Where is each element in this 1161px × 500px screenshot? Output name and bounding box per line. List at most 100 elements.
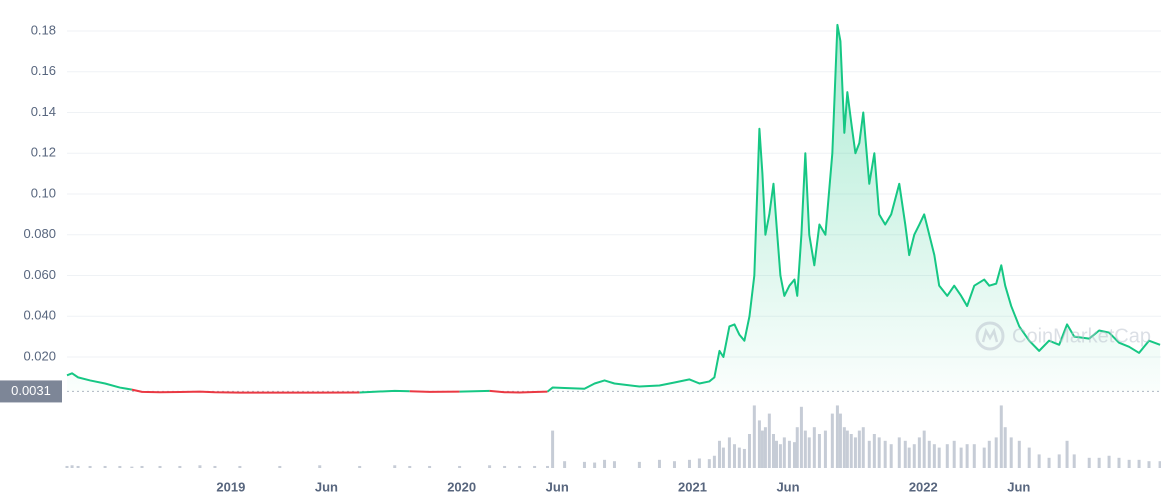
volume-bar [178, 465, 182, 468]
price-line [131, 388, 360, 394]
volume-bar [982, 447, 986, 468]
volume-bar [533, 465, 537, 468]
y-tick-label: 0.060 [23, 267, 56, 282]
volume-bar [838, 413, 842, 468]
volume-bar [872, 434, 876, 468]
volume-bar [897, 437, 901, 468]
y-tick-label: 0.12 [31, 145, 56, 160]
volume-bar [118, 465, 122, 468]
volume-bar [849, 434, 853, 468]
volume-bar [861, 427, 865, 468]
volume-bar [140, 465, 144, 468]
volume-bar [721, 447, 725, 468]
volume-bar [1117, 457, 1121, 468]
volume-bar [999, 405, 1003, 468]
x-tick-label: 2019 [216, 479, 245, 494]
volume-bar [782, 437, 786, 468]
volume-bar [912, 444, 916, 468]
volume-bar [546, 465, 550, 468]
volume-bar [458, 465, 462, 468]
volume-bar [752, 405, 756, 468]
volume-bar [732, 444, 736, 468]
volume-bar [563, 461, 567, 468]
volume-bar [763, 427, 767, 468]
volume-bar [70, 465, 74, 468]
volume-bar [582, 461, 586, 468]
watermark-text: CoinMarketCap [1012, 325, 1151, 347]
volume-bar [593, 462, 597, 468]
volume-bar [959, 447, 963, 468]
volume-bar [603, 459, 607, 468]
y-tick-label: 0.16 [31, 63, 56, 78]
volume-bar [1047, 457, 1051, 468]
volume-bar [518, 465, 522, 468]
volume-bar [799, 406, 803, 468]
volume-bar [830, 413, 834, 468]
y-tick-label: 0.14 [31, 104, 56, 119]
volume-bar [697, 458, 701, 468]
x-tick-label: Jun [315, 479, 338, 494]
price-line [489, 389, 548, 394]
volume-bar [1072, 454, 1076, 468]
volume-bar [672, 461, 676, 468]
volume-bar [1057, 454, 1061, 468]
volume-bar [857, 430, 861, 468]
volume-bar [1087, 457, 1091, 468]
volume-bar [551, 430, 555, 468]
volume-bar [238, 465, 242, 468]
volume-bar [835, 405, 839, 468]
volume-bar [823, 430, 827, 468]
volume-bar [1003, 427, 1007, 468]
volume-bar [787, 440, 791, 468]
volume-bar [883, 440, 887, 468]
y-tick-label: 0.10 [31, 185, 56, 200]
price-line [409, 390, 460, 393]
volume-bar [1009, 437, 1013, 468]
x-tick-label: 2021 [678, 479, 707, 494]
volume-bar [76, 465, 80, 468]
volume-bar [907, 447, 911, 468]
x-tick-label: Jun [546, 479, 569, 494]
volume-bar [877, 437, 881, 468]
volume-bar [937, 447, 941, 468]
volume-bar [812, 427, 816, 468]
y-tick-label: 0.080 [23, 226, 56, 241]
volume-bar [972, 444, 976, 468]
volume-bar [130, 466, 134, 468]
baseline-label: 0.0031 [11, 383, 51, 398]
volume-bar [867, 440, 871, 468]
volume-bar [757, 420, 761, 468]
volume-bar [889, 444, 893, 468]
volume-bar [922, 430, 926, 468]
volume-bar [1137, 459, 1141, 468]
volume-bar [393, 465, 397, 468]
volume-bar [318, 465, 322, 468]
watermark: CoinMarketCap [975, 321, 1151, 351]
volume-bar [65, 465, 69, 468]
volume-bar [845, 430, 849, 468]
volume-bar [917, 437, 921, 468]
volume-bar [1037, 454, 1041, 468]
volume-bar [747, 434, 751, 468]
volume-bar [1017, 440, 1021, 468]
volume-bar [795, 427, 799, 468]
volume-bar [1097, 457, 1101, 468]
volume-bar [803, 430, 807, 468]
baseline-label-box [0, 380, 62, 403]
volume-bar [198, 465, 202, 468]
volume-bar [717, 440, 721, 468]
volume-bar [358, 465, 362, 468]
volume-bar [1147, 461, 1151, 468]
volume-bar [927, 440, 931, 468]
volume-bar [213, 465, 217, 468]
volume-bar [774, 440, 778, 468]
volume-bar [1027, 447, 1031, 468]
volume-bar [1065, 440, 1069, 468]
price-line [66, 372, 133, 391]
volume-bar [687, 459, 691, 468]
volume-bar [760, 430, 764, 468]
price-area [67, 24, 1161, 392]
y-tick-label: 0.040 [23, 308, 56, 323]
volume-bar [842, 427, 846, 468]
